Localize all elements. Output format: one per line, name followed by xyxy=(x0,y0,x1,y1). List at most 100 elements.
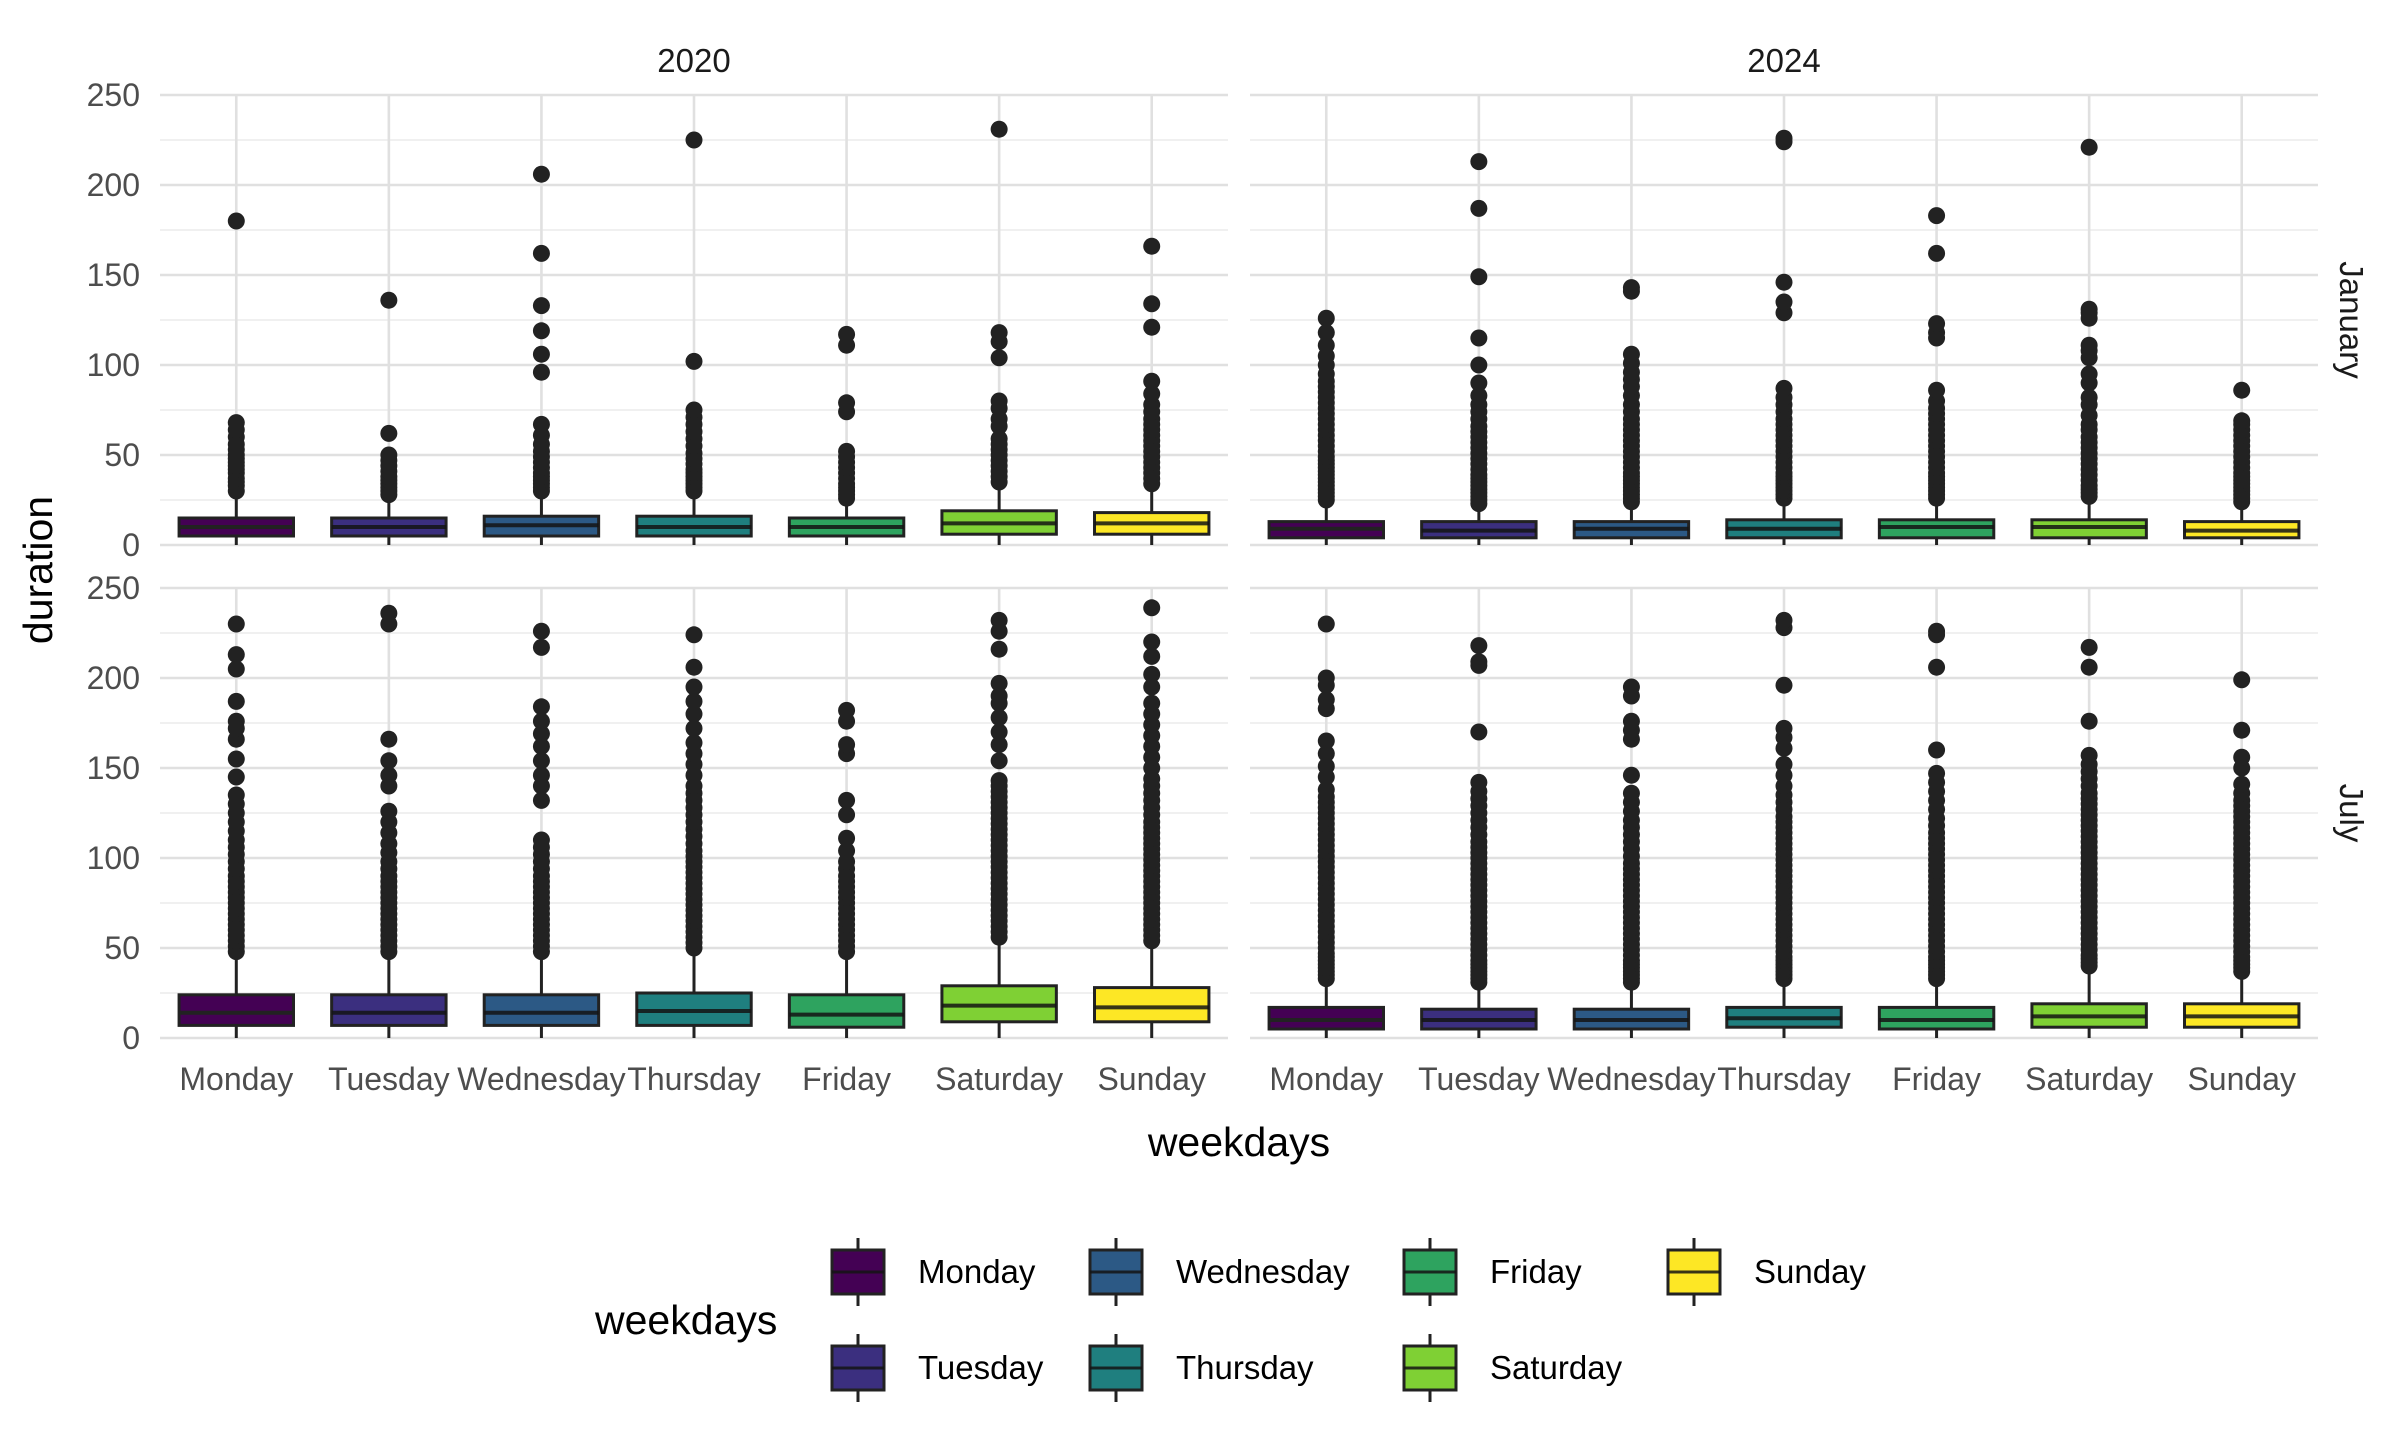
x-axis-title: weekdays xyxy=(1147,1119,1330,1165)
outlier-point xyxy=(685,658,703,676)
outlier-point xyxy=(1775,719,1793,737)
box-wednesday xyxy=(482,622,601,1038)
outlier-point xyxy=(990,611,1008,629)
box-saturday xyxy=(2030,138,2148,545)
box-friday xyxy=(787,701,906,1038)
outlier-point xyxy=(2080,638,2098,656)
outlier-point xyxy=(1317,745,1335,763)
x-tick-label: Tuesday xyxy=(328,1061,450,1097)
outlier-point xyxy=(1143,318,1161,336)
x-tick-label: Sunday xyxy=(1097,1061,1206,1097)
box-wednesday xyxy=(1572,678,1691,1038)
legend-label: Tuesday xyxy=(918,1349,1044,1386)
y-tick-label: 100 xyxy=(87,840,140,876)
box-wednesday xyxy=(482,165,601,545)
outlier-point xyxy=(838,806,856,824)
outlier-point xyxy=(1928,764,1946,782)
outlier-point xyxy=(990,752,1008,770)
box-monday xyxy=(1267,615,1385,1038)
outlier-point xyxy=(1622,712,1640,730)
outlier-point xyxy=(1143,599,1161,617)
outlier-point xyxy=(1143,647,1161,665)
outlier-point xyxy=(990,324,1008,342)
box-saturday xyxy=(940,611,1058,1038)
x-tick-label: Saturday xyxy=(2025,1061,2153,1097)
box-thursday xyxy=(635,131,753,545)
outlier-point xyxy=(227,712,245,730)
outlier-point xyxy=(380,730,398,748)
legend-title: weekdays xyxy=(594,1297,777,1343)
x-tick-label: Monday xyxy=(179,1061,293,1097)
outlier-point xyxy=(2080,365,2098,383)
outlier-point xyxy=(532,244,550,262)
legend-label: Monday xyxy=(918,1253,1036,1290)
outlier-point xyxy=(532,791,550,809)
outlier-point xyxy=(1317,732,1335,750)
outlier-point xyxy=(838,791,856,809)
outlier-point xyxy=(1775,676,1793,694)
outlier-point xyxy=(1775,129,1793,147)
outlier-point xyxy=(685,352,703,370)
x-tick-label: Monday xyxy=(1269,1061,1383,1097)
iqr-box xyxy=(482,993,601,1027)
outlier-point xyxy=(838,325,856,343)
outlier-point xyxy=(1317,336,1335,354)
outlier-point xyxy=(2080,658,2098,676)
outlier-point xyxy=(685,401,703,419)
outlier-point xyxy=(1317,757,1335,775)
iqr-box xyxy=(787,993,906,1029)
legend-label: Saturday xyxy=(1490,1349,1623,1386)
outlier-point xyxy=(380,802,398,820)
legend-label: Thursday xyxy=(1176,1349,1314,1386)
outlier-point xyxy=(1470,637,1488,655)
outlier-point xyxy=(1317,669,1335,687)
x-tick-label: Wednesday xyxy=(457,1061,625,1097)
outlier-point xyxy=(685,692,703,710)
outlier-point xyxy=(227,212,245,230)
x-tick-label: Thursday xyxy=(1717,1061,1850,1097)
outlier-point xyxy=(1622,279,1640,297)
outlier-point xyxy=(990,392,1008,410)
outlier-point xyxy=(685,131,703,149)
outlier-point xyxy=(380,291,398,309)
legend-entry-friday: Friday xyxy=(1402,1238,1582,1306)
x-tick-label: Tuesday xyxy=(1418,1061,1540,1097)
outlier-point xyxy=(227,646,245,664)
legend-label: Wednesday xyxy=(1176,1253,1350,1290)
outlier-point xyxy=(1470,199,1488,217)
outlier-point xyxy=(1317,615,1335,633)
outlier-point xyxy=(990,430,1008,448)
x-tick-label: Saturday xyxy=(935,1061,1063,1097)
outlier-point xyxy=(532,698,550,716)
outlier-point xyxy=(532,712,550,730)
x-tick-label: Thursday xyxy=(627,1061,760,1097)
outlier-point xyxy=(1143,385,1161,403)
outlier-point xyxy=(1470,356,1488,374)
y-tick-label: 200 xyxy=(87,660,140,696)
facet-panels: 0 50 100 150 200 250 0 50 100 150 200 250 Monday Tues… xyxy=(87,42,2370,1097)
facet-column-label: 2024 xyxy=(1747,42,1820,79)
outlier-point xyxy=(532,737,550,755)
outlier-point xyxy=(685,626,703,644)
outlier-point xyxy=(2233,721,2251,739)
outlier-point xyxy=(1317,324,1335,342)
outlier-point xyxy=(1622,678,1640,696)
iqr-box xyxy=(1093,986,1211,1024)
legend-entry-thursday: Thursday xyxy=(1088,1334,1314,1402)
outlier-point xyxy=(990,674,1008,692)
outlier-point xyxy=(1622,345,1640,363)
outlier-point xyxy=(532,725,550,743)
outlier-point xyxy=(1143,237,1161,255)
legend-entry-sunday: Sunday xyxy=(1666,1238,1866,1306)
box-sunday xyxy=(1093,599,1211,1038)
outlier-point xyxy=(227,786,245,804)
outlier-point xyxy=(1622,784,1640,802)
outlier-point xyxy=(2080,746,2098,764)
outlier-point xyxy=(838,701,856,719)
outlier-point xyxy=(227,615,245,633)
outlier-point xyxy=(838,394,856,412)
outlier-point xyxy=(2080,336,2098,354)
outlier-point xyxy=(2080,712,2098,730)
